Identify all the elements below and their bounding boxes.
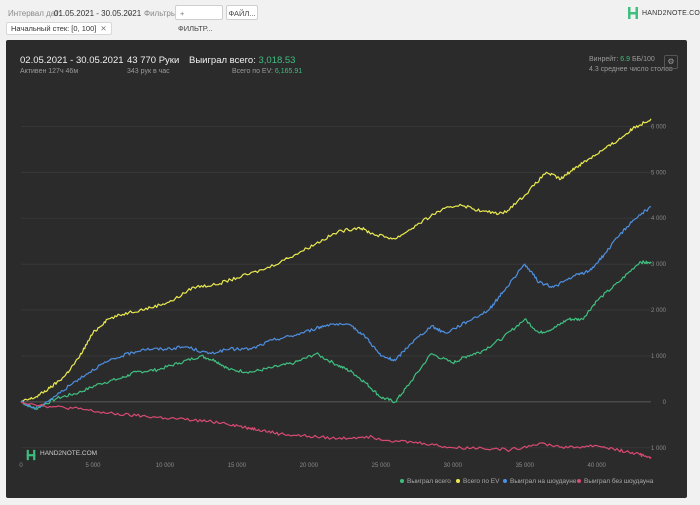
filter-chip-label: Начальный стек: [0, 100] (11, 24, 97, 33)
legend-dot (577, 479, 581, 484)
legend-label: Выиграл без шоудауна (584, 478, 654, 485)
series-line-2 (20, 118, 652, 403)
x-tick-label: 15 000 (228, 463, 247, 469)
legend-item-nonshowdown[interactable]: Выиграл без шоудауна (577, 478, 653, 485)
y-tick-label: 1 000 (651, 354, 667, 360)
x-tick-label: 25 000 (372, 463, 391, 469)
y-tick-label: 5 000 (651, 170, 667, 176)
x-tick-label: 0 (19, 463, 23, 469)
file-button-label: ФАЙЛ... (228, 9, 256, 18)
x-tick-label: 35 000 (516, 463, 535, 469)
hands-rate: 343 рук в час (127, 68, 170, 75)
x-tick-label: 30 000 (444, 463, 463, 469)
legend-label: Выиграл всего (407, 478, 451, 485)
add-filter-label: ФИЛЬТР... (178, 24, 213, 33)
total-won: Выиграл всего: 3,018.53 (189, 55, 295, 66)
add-filter-button[interactable]: + ФИЛЬТР... (175, 5, 223, 33)
series-line-1 (20, 260, 652, 410)
y-tick-label: 2 000 (651, 308, 667, 314)
y-tick-label: 3 000 (651, 262, 667, 268)
avg-tables: 4.3 среднее число столов (589, 66, 673, 73)
legend-dot (456, 479, 460, 484)
chevron-down-icon[interactable]: ⌄ (126, 8, 133, 17)
brand-name: HAND2NOTE.COM (642, 10, 700, 17)
winrate-unit: ББ/100 (631, 56, 655, 63)
total-won-label: Выиграл всего: (189, 55, 256, 66)
legend-label: Всего по EV (463, 478, 500, 485)
chart-panel (6, 40, 687, 498)
legend-item-showdown[interactable]: Выиграл на шоудауне (503, 478, 576, 485)
legend-label: Выиграл на шоудауне (510, 478, 577, 485)
gear-icon[interactable]: ⚙ (664, 55, 678, 69)
y-tick-label: 4 000 (651, 216, 667, 222)
plus-icon: + (180, 9, 185, 18)
filters-label: Фильтры: (144, 9, 179, 18)
filter-chip[interactable]: Начальный стек: [0, 100] ✕ (6, 22, 112, 35)
logo-icon (628, 7, 638, 19)
chart-watermark: HAND2NOTE.COM (25, 448, 97, 461)
x-tick-label: 40 000 (588, 463, 607, 469)
active-time: Активен 127ч 46м (20, 68, 79, 75)
ev-total-label: Всего по EV: (232, 68, 273, 75)
date-range-select[interactable]: 01.05.2021 - 30.05.2021 (54, 9, 142, 18)
x-tick-label: 10 000 (156, 463, 175, 469)
close-icon[interactable]: ✕ (100, 24, 107, 33)
x-tick-label: 20 000 (300, 463, 319, 469)
winrate: Винрейт: 6.9 ББ/100 (589, 56, 655, 63)
ev-total-value: 6,165.91 (274, 68, 303, 75)
hands-count: 43 770 Руки (127, 55, 180, 66)
watermark-text: HAND2NOTE.COM (40, 450, 98, 457)
winrate-value: 6.9 (620, 56, 630, 63)
y-tick-label: 6 000 (651, 124, 667, 130)
filter-bar: Интервал дат: 01.05.2021 - 30.05.2021 ⌄ … (0, 0, 700, 40)
legend-dot (400, 479, 404, 484)
legend-dot (503, 479, 507, 484)
period-range: 02.05.2021 - 30.05.2021 (20, 55, 124, 66)
winrate-label: Винрейт: (589, 56, 619, 63)
y-tick-label: 1 000 (651, 446, 667, 452)
file-button[interactable]: ФАЙЛ... (226, 5, 258, 20)
series-line-3 (20, 206, 652, 410)
watermark-logo-icon (26, 449, 36, 461)
date-range-label: Интервал дат: (8, 9, 61, 18)
legend-item-ev[interactable]: Всего по EV (456, 478, 499, 485)
total-won-value: 3,018.53 (258, 55, 296, 66)
y-tick-label: 0 (663, 400, 667, 406)
legend-item-total[interactable]: Выиграл всего (400, 478, 451, 485)
x-tick-label: 5 000 (85, 463, 101, 469)
series-line-4 (20, 401, 652, 459)
ev-total: Всего по EV: 6,165.91 (232, 68, 302, 75)
